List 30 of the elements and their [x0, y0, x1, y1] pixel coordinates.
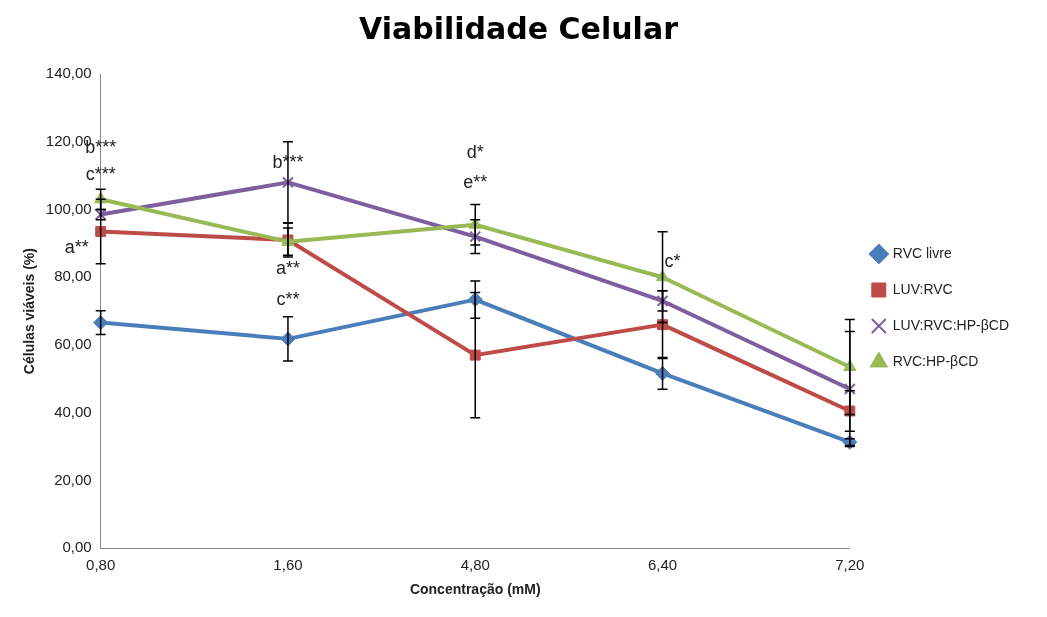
point — [282, 176, 294, 189]
annotation: a** — [275, 257, 300, 278]
annotation: e** — [463, 171, 488, 192]
legend-label: LUV:RVC — [892, 280, 953, 297]
x-tick-label: 1,60 — [273, 556, 303, 574]
x-axis-title: Concentração (mM) — [409, 581, 541, 598]
y-tick-label: 0,00 — [62, 538, 92, 556]
chart-title: Viabilidade Celular — [359, 10, 679, 46]
text: a** — [64, 237, 89, 257]
point — [843, 383, 856, 395]
point — [469, 230, 482, 243]
legend-label: LUV:RVC:HP-βCD — [892, 316, 1009, 333]
legend-label: RVC livre — [892, 244, 952, 261]
x-tick-label: 0,80 — [86, 556, 116, 574]
annotation: d* — [466, 141, 484, 162]
y-axis-title: Células viáveis (%) — [21, 248, 38, 375]
x-tick-label: 6,40 — [647, 556, 678, 574]
legend-label: RVC:HP-βCD — [892, 352, 979, 369]
x-tick-label: 4,80 — [460, 556, 490, 574]
annotation: c*** — [85, 164, 116, 185]
y-tick-label: 20,00 — [54, 470, 92, 488]
point — [656, 294, 669, 307]
y-tick-label: 60,00 — [54, 335, 92, 353]
annotation: c** — [276, 288, 300, 309]
x-tick-label: 7,20 — [835, 556, 865, 574]
y-tick-label: 40,00 — [54, 402, 92, 420]
y-tick-label: 100,00 — [45, 199, 92, 217]
annotation: c* — [664, 250, 681, 271]
y-tick-label: 80,00 — [54, 267, 92, 285]
y-tick-label: 140,00 — [45, 64, 92, 82]
